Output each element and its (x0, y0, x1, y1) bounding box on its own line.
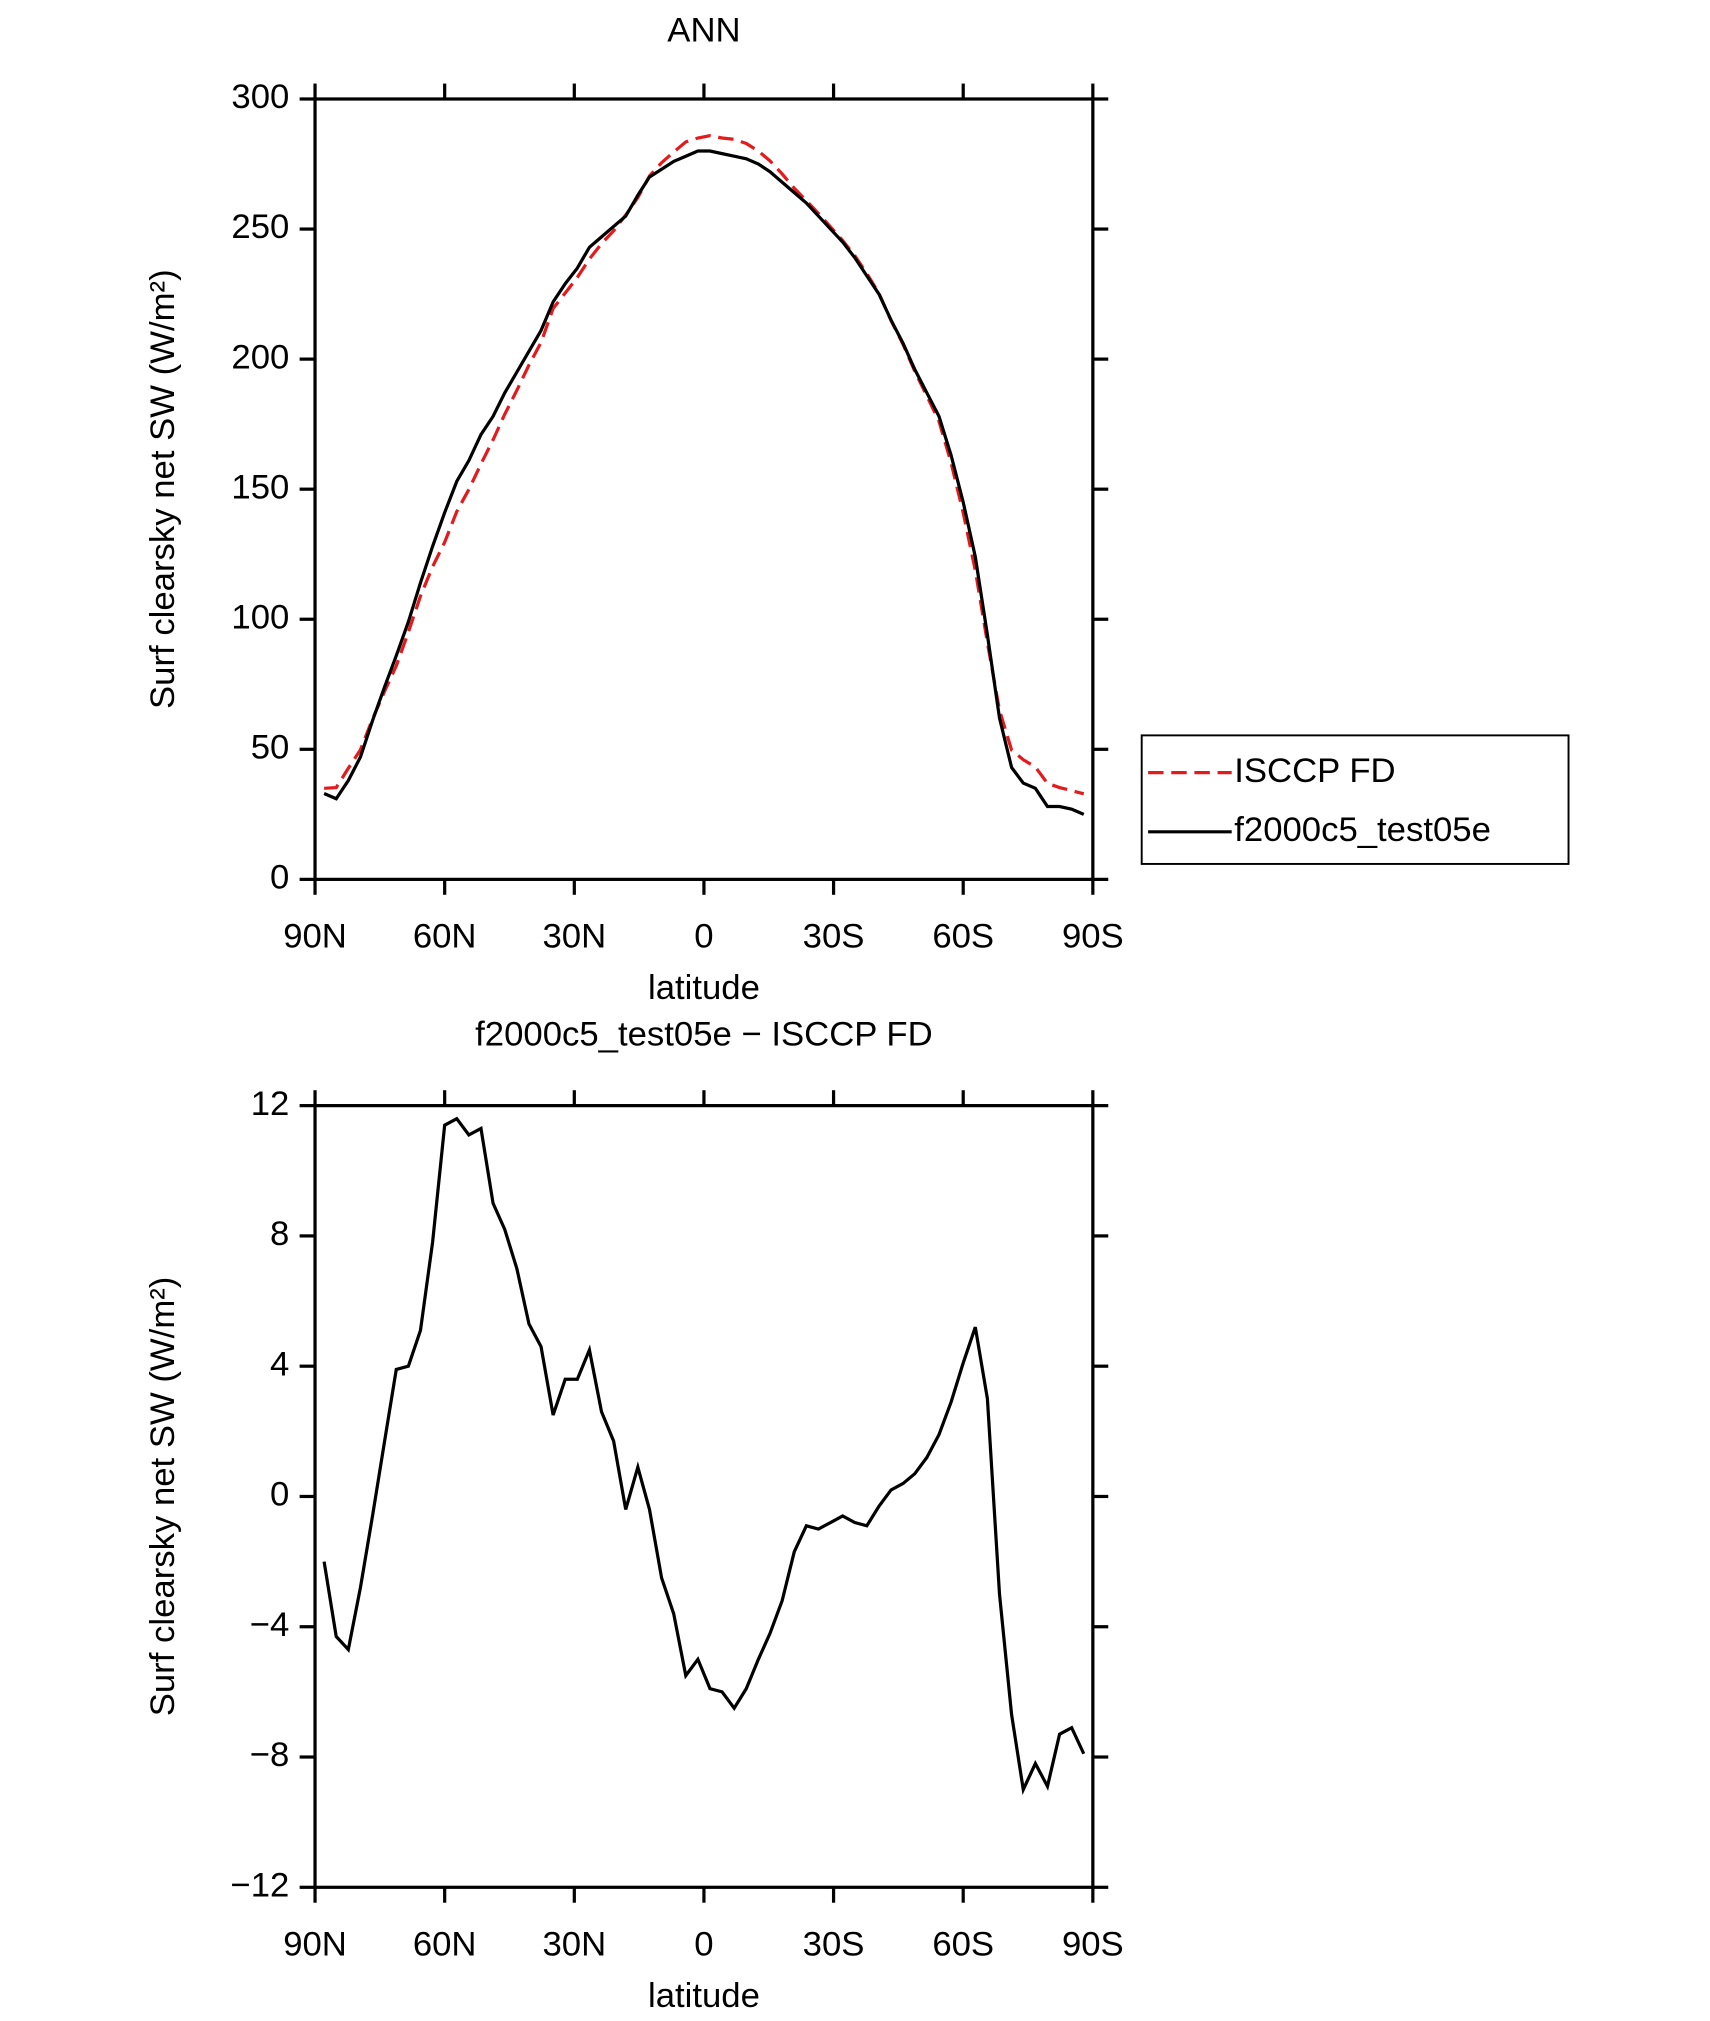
legend-label: f2000c5_test05e (1234, 811, 1491, 849)
series-line (323, 149, 1085, 816)
y-tick-label: 300 (231, 78, 289, 116)
legend-box (1140, 734, 1570, 865)
x-tick-label: 30S (803, 1926, 865, 1964)
plot-frame (313, 1104, 1095, 1889)
y-axis-label: Surf clearsky net SW (W/m²) (144, 269, 182, 709)
series-line (324, 134, 1085, 796)
y-tick-label: −8 (250, 1736, 290, 1774)
chart-title: f2000c5_test05e − ISCCP FD (475, 1015, 933, 1053)
x-tick-label: 60N (413, 1926, 477, 1964)
chart-title: ANN (667, 11, 740, 49)
y-tick-label: 0 (270, 859, 289, 897)
x-tick-label: 60S (932, 1926, 994, 1964)
y-tick-label: 250 (231, 208, 289, 246)
y-tick-label: −4 (250, 1606, 290, 1644)
y-tick-label: 200 (231, 338, 289, 376)
x-tick-label: 0 (694, 1926, 713, 1964)
x-tick-label: 30S (803, 918, 865, 956)
y-tick-label: 0 (270, 1476, 289, 1514)
x-axis-label: latitude (648, 1977, 760, 2015)
x-axis-label: latitude (648, 969, 760, 1007)
x-tick-label: 30N (542, 918, 606, 956)
y-tick-label: 150 (231, 468, 289, 506)
y-tick-label: −12 (230, 1866, 289, 1904)
plot-frame (313, 97, 1095, 881)
x-tick-label: 30N (542, 1926, 606, 1964)
legend-label: ISCCP FD (1234, 752, 1395, 790)
x-tick-label: 90S (1062, 918, 1124, 956)
x-tick-label: 60S (932, 918, 994, 956)
y-tick-label: 100 (231, 598, 289, 636)
x-tick-label: 90S (1062, 1926, 1124, 1964)
y-tick-label: 8 (270, 1215, 289, 1253)
y-tick-label: 50 (251, 728, 290, 766)
x-tick-label: 60N (413, 918, 477, 956)
x-tick-label: 0 (694, 918, 713, 956)
x-tick-label: 90N (283, 1926, 347, 1964)
y-tick-label: 4 (270, 1345, 289, 1383)
y-axis-label: Surf clearsky net SW (W/m²) (144, 1277, 182, 1717)
series-line (322, 1116, 1086, 1796)
y-tick-label: 12 (251, 1085, 290, 1123)
x-tick-label: 90N (283, 918, 347, 956)
